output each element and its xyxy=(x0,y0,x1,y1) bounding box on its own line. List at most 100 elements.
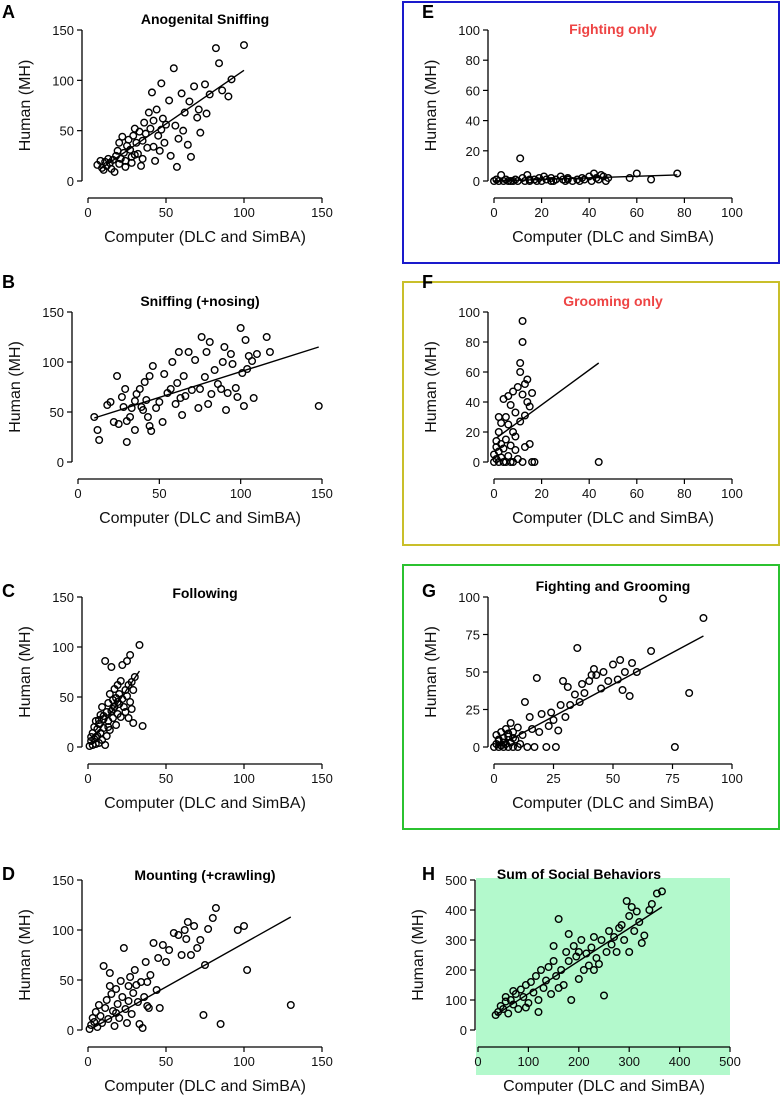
data-point xyxy=(627,903,636,912)
data-point xyxy=(130,150,139,159)
data-point xyxy=(110,167,119,176)
data-point xyxy=(112,985,121,994)
data-point xyxy=(169,64,178,73)
data-point xyxy=(126,145,135,154)
data-point xyxy=(509,1000,518,1009)
data-point xyxy=(113,372,122,381)
panel-letter: C xyxy=(2,581,15,601)
data-point xyxy=(121,385,130,394)
data-point xyxy=(525,713,534,722)
data-point xyxy=(116,677,125,686)
data-point xyxy=(208,914,217,923)
data-point xyxy=(101,657,110,666)
data-point xyxy=(155,1004,164,1013)
data-point xyxy=(102,996,111,1005)
data-point xyxy=(130,397,139,406)
data-point xyxy=(262,333,271,342)
data-point xyxy=(144,1004,153,1013)
data-point xyxy=(589,966,598,975)
data-point xyxy=(193,944,202,953)
y-tick-label: 40 xyxy=(466,395,480,410)
data-point xyxy=(506,401,515,410)
panel-letter: A xyxy=(2,2,15,22)
panel-title: Sum of Social Behaviors xyxy=(497,866,661,882)
data-point xyxy=(549,942,558,951)
panel-g: 0 25 50 75 100 0 25 50 75 100 Computer (DLC and Si… xyxy=(402,564,780,830)
data-point xyxy=(632,668,641,677)
data-point xyxy=(96,1012,105,1021)
x-tick-label: 100 xyxy=(721,771,743,786)
data-point xyxy=(169,929,178,938)
data-point xyxy=(670,743,679,752)
x-axis-label: Computer (DLC and SimBA) xyxy=(104,229,306,246)
data-point xyxy=(220,343,229,352)
data-point xyxy=(205,338,214,347)
y-tick-label: 100 xyxy=(42,355,64,370)
x-tick-label: 20 xyxy=(534,205,548,220)
data-point xyxy=(147,427,156,436)
data-point xyxy=(98,163,107,172)
data-point xyxy=(104,154,113,163)
data-point xyxy=(501,725,510,734)
data-point xyxy=(534,1008,543,1017)
data-point xyxy=(252,350,261,359)
data-point xyxy=(584,961,593,970)
panel-frame xyxy=(402,564,780,830)
data-point xyxy=(532,674,541,683)
data-point xyxy=(98,703,107,712)
data-point xyxy=(556,701,565,710)
data-point xyxy=(119,703,128,712)
data-point xyxy=(518,390,527,399)
data-point xyxy=(138,154,147,163)
data-point xyxy=(122,657,131,666)
data-point xyxy=(202,109,211,118)
panel-title: Grooming only xyxy=(563,293,663,309)
data-point xyxy=(158,941,167,950)
x-tick-label: 50 xyxy=(152,486,166,501)
data-point xyxy=(239,922,248,931)
data-point xyxy=(118,993,127,1002)
data-point xyxy=(520,698,529,707)
data-point xyxy=(223,389,232,398)
x-axis-label: Computer (DLC and SimBA) xyxy=(99,510,301,527)
data-point xyxy=(509,428,518,437)
data-point xyxy=(530,743,539,752)
x-tick-label: 100 xyxy=(721,205,743,220)
data-point xyxy=(563,683,572,692)
data-point xyxy=(143,413,152,422)
data-point xyxy=(511,408,520,417)
panel-letter: D xyxy=(2,864,15,884)
data-point xyxy=(564,957,573,966)
data-point xyxy=(519,993,528,1002)
data-point xyxy=(106,398,115,407)
data-point xyxy=(592,671,601,680)
data-point xyxy=(105,969,114,978)
data-point xyxy=(122,417,131,426)
data-point xyxy=(499,444,508,453)
data-point xyxy=(168,358,177,367)
data-point xyxy=(523,398,532,407)
y-tick-label: 20 xyxy=(466,425,480,440)
y-tick-label: 0 xyxy=(57,455,64,470)
y-tick-label: 50 xyxy=(50,405,64,420)
panel-frame xyxy=(402,1,780,264)
y-tick-label: 0 xyxy=(67,174,74,189)
data-point xyxy=(616,656,625,665)
data-point xyxy=(233,393,242,402)
data-point xyxy=(143,978,152,987)
data-point xyxy=(119,944,128,953)
x-tick-label: 60 xyxy=(630,205,644,220)
data-point xyxy=(218,358,227,367)
data-point xyxy=(176,394,185,403)
x-tick-label: 100 xyxy=(233,1054,255,1069)
data-point xyxy=(516,368,525,377)
x-tick-label: 100 xyxy=(233,205,255,220)
data-point xyxy=(248,357,257,366)
data-point xyxy=(635,918,644,927)
data-point xyxy=(314,402,323,411)
data-point xyxy=(547,990,556,999)
data-point xyxy=(579,966,588,975)
data-point xyxy=(504,420,513,429)
data-point xyxy=(600,991,609,1000)
data-point xyxy=(104,723,113,732)
